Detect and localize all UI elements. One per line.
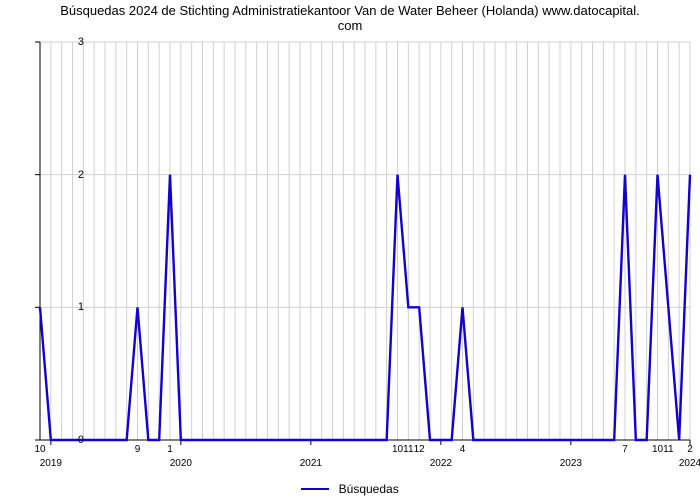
legend-swatch bbox=[301, 488, 329, 490]
x-year-label: 2021 bbox=[300, 458, 322, 469]
x-year-label: 2022 bbox=[430, 458, 452, 469]
x-year-label: 2020 bbox=[170, 458, 192, 469]
x-value-label: 10 bbox=[392, 444, 403, 455]
x-year-label: 2023 bbox=[560, 458, 582, 469]
x-year-label: 2024 bbox=[679, 458, 700, 469]
x-value-label: 10 bbox=[34, 444, 45, 455]
legend-label: Búsquedas bbox=[339, 482, 399, 496]
x-value-label: 10 bbox=[652, 444, 663, 455]
x-value-label: 4 bbox=[460, 444, 466, 455]
x-value-label: 11 bbox=[663, 444, 673, 455]
y-tick-label: 3 bbox=[54, 36, 84, 48]
y-tick-label: 2 bbox=[54, 169, 84, 181]
x-value-label: 7 bbox=[622, 444, 628, 455]
x-value-label: 12 bbox=[414, 444, 425, 455]
x-value-label: 9 bbox=[135, 444, 141, 455]
plot-area bbox=[40, 42, 690, 440]
y-tick-label: 0 bbox=[54, 434, 84, 446]
legend: Búsquedas bbox=[0, 481, 700, 496]
plot-svg bbox=[40, 42, 690, 440]
y-tick-label: 1 bbox=[54, 301, 84, 313]
x-value-label: 2 bbox=[687, 444, 693, 455]
x-year-label: 2019 bbox=[40, 458, 62, 469]
x-value-label: 11 bbox=[403, 444, 413, 455]
chart-title: Búsquedas 2024 de Stichting Administrati… bbox=[0, 4, 700, 34]
x-value-label: 1 bbox=[167, 444, 173, 455]
chart-figure: Búsquedas 2024 de Stichting Administrati… bbox=[0, 0, 700, 500]
